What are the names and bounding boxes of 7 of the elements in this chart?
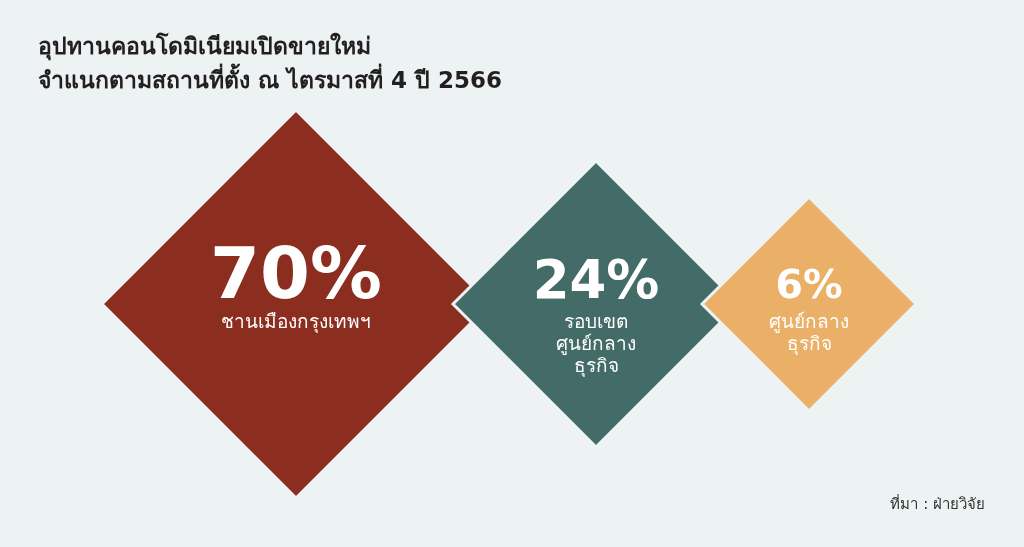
text: อุปทานคอนโดมิเนียมเปิดขายใหม่ จำแนกตามสถานที่ตั้ง ณ ไตรมาสที่ 4 ปี 2566 — [38, 32, 503, 93]
data-label: 6% — [775, 261, 843, 307]
data-label: 24% — [532, 249, 660, 310]
category-label: ชานเมืองกรุงเทพฯ — [221, 310, 371, 334]
text: ที่มา : ฝ่ายวิจัย — [890, 493, 985, 513]
category-label: รอบเขต ศูนย์กลาง ธุรกิจ — [556, 310, 637, 378]
category-label: ศูนย์กลาง ธุรกิจ — [769, 310, 850, 356]
